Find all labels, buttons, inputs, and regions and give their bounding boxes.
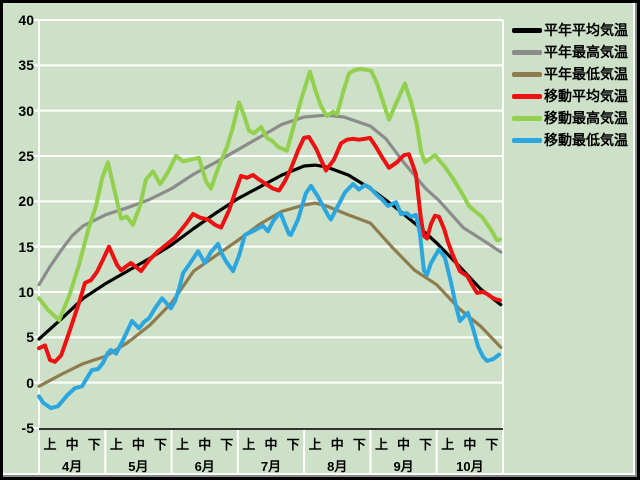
temperature-chart: 40 35 30 25 20 15 10 5 0 -5 上中下上中下上中下上中下上中下上中下上中下 4… — [3, 3, 640, 483]
x-month-label: 4月 — [62, 459, 83, 474]
x-period-label: 下 — [154, 437, 168, 452]
legend-swatch-moving-max — [512, 115, 542, 121]
y-tick-label: 0 — [26, 374, 34, 391]
x-period-label: 上 — [374, 437, 388, 452]
series-line-moving-max — [37, 67, 502, 323]
x-month-label: 7月 — [260, 459, 282, 474]
y-tick-label: 15 — [18, 238, 34, 255]
x-month-label: 8月 — [327, 459, 348, 474]
y-tick-label: 35 — [18, 57, 34, 74]
series-lines — [37, 67, 503, 411]
y-tick-label: 40 — [18, 12, 34, 28]
legend-item: 平年最低気温 — [512, 63, 628, 85]
x-period-label: 中 — [463, 437, 477, 452]
month-dividers — [104, 430, 438, 473]
x-period-label: 上 — [308, 437, 322, 452]
y-tick-label: 10 — [18, 284, 34, 300]
x-period-label: 下 — [220, 437, 234, 452]
legend-item: 平年最高気温 — [512, 41, 628, 63]
legend-item: 平年平均気温 — [512, 19, 628, 41]
x-period-label: 上 — [176, 437, 190, 452]
x-period-label: 上 — [441, 437, 455, 452]
legend-label: 平年最高気温 — [544, 44, 628, 60]
legend-label: 移動最高気温 — [544, 110, 628, 126]
x-period-label: 中 — [65, 437, 79, 452]
y-tick-label: -5 — [21, 420, 34, 436]
gridlines — [31, 19, 504, 473]
y-tick-label: 25 — [18, 148, 34, 164]
legend-swatch-normal-avg — [512, 27, 542, 33]
x-period-label: 下 — [352, 437, 366, 452]
legend-item: 移動最低気温 — [512, 129, 628, 151]
legend-label: 移動最低気温 — [544, 132, 628, 148]
x-period-label: 中 — [131, 437, 145, 452]
legend-swatch-moving-avg — [512, 93, 542, 99]
x-month-label: 6月 — [194, 459, 215, 474]
legend-label: 平年平均気温 — [544, 22, 628, 38]
x-period-label: 上 — [43, 437, 57, 452]
x-month-label: 5月 — [128, 459, 149, 474]
x-month-label: 10月 — [456, 459, 484, 474]
x-period-label: 中 — [264, 437, 278, 452]
y-tick-label: 20 — [18, 193, 34, 210]
legend-swatch-normal-max — [512, 49, 542, 55]
legend-item: 移動最高気温 — [512, 107, 628, 129]
series-line-moving-min — [37, 182, 501, 411]
legend-swatch-moving-min — [512, 137, 542, 143]
x-period-label: 下 — [87, 437, 101, 452]
x-period-label: 上 — [109, 437, 123, 452]
x-period-label: 下 — [419, 437, 433, 452]
legend-label: 平年最低気温 — [544, 66, 628, 82]
series-line-moving-avg — [37, 135, 502, 364]
x-period-label: 中 — [330, 437, 344, 452]
x-period-label: 中 — [198, 437, 212, 452]
plot-canvas — [31, 19, 504, 473]
x-period-label: 中 — [397, 437, 411, 452]
x-month-label: 9月 — [393, 459, 414, 474]
series-line-normal-max — [37, 113, 503, 287]
x-period-label: 下 — [485, 437, 499, 452]
legend-swatch-normal-min — [512, 71, 542, 77]
y-tick-label: 5 — [26, 329, 34, 346]
y-tick-label: 30 — [18, 102, 34, 119]
x-period-label: 上 — [242, 437, 256, 452]
chart-legend: 平年平均気温 平年最高気温 平年最低気温 移動平均気温 移動最高気温 移動最低気… — [512, 19, 628, 151]
legend-item: 移動平均気温 — [512, 85, 628, 107]
legend-label: 移動平均気温 — [544, 88, 628, 104]
x-period-label: 下 — [286, 437, 300, 452]
